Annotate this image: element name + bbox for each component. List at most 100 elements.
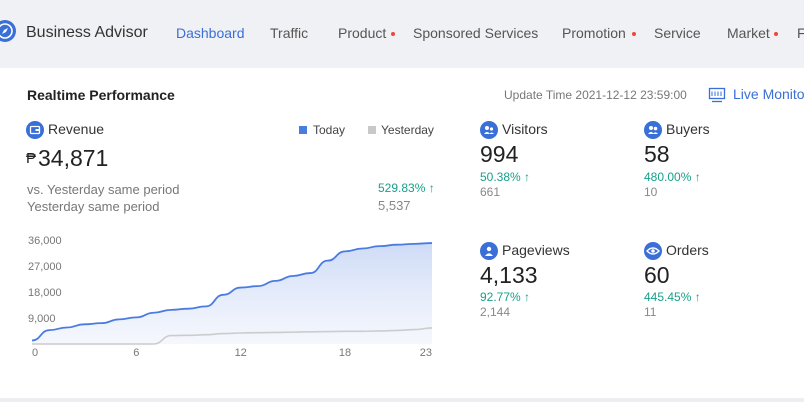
today-data-point[interactable] <box>308 271 312 275</box>
legend-yesterday-swatch <box>368 126 376 134</box>
nav-alert-dot <box>632 32 636 36</box>
pageviews-change: 92.77% ↑ <box>480 290 531 304</box>
yesterday-data-point[interactable] <box>273 330 277 334</box>
visitors-icon <box>480 121 498 139</box>
x-tick-label: 6 <box>133 347 139 359</box>
today-data-point[interactable] <box>378 244 382 248</box>
today-data-point[interactable] <box>117 317 121 321</box>
yesterday-data-point[interactable] <box>152 342 156 346</box>
nav-item-promotion[interactable]: Promotion <box>562 25 626 41</box>
eye-icon <box>644 242 662 260</box>
revenue-change: 529.83% ↑ <box>378 181 435 195</box>
yesterday-data-point[interactable] <box>117 342 121 346</box>
yesterday-data-point[interactable] <box>326 330 330 334</box>
legend-today[interactable]: Today <box>313 123 346 137</box>
orders-change: 445.45% ↑ <box>644 290 701 304</box>
yesterday-data-point[interactable] <box>343 329 347 333</box>
yesterday-data-point[interactable] <box>360 329 364 333</box>
yesterday-same-period-label: Yesterday same period <box>27 199 160 214</box>
nav-alert-dot <box>774 32 778 36</box>
yesterday-data-point[interactable] <box>378 329 382 333</box>
yesterday-data-point[interactable] <box>204 333 208 337</box>
revenue-label: Revenue <box>48 121 105 137</box>
today-data-point[interactable] <box>65 326 69 330</box>
buyers-prev: 10 <box>644 185 658 199</box>
visitors-label: Visitors <box>502 121 548 137</box>
today-data-point[interactable] <box>273 279 277 283</box>
yesterday-data-point[interactable] <box>187 333 191 337</box>
today-data-point[interactable] <box>169 308 173 312</box>
nav-item-product[interactable]: Product <box>338 25 387 41</box>
live-monitor-link[interactable]: Live Monitor <box>733 86 804 102</box>
yesterday-data-point[interactable] <box>395 328 399 332</box>
x-tick-label: 0 <box>32 347 38 359</box>
yesterday-data-point[interactable] <box>413 328 417 332</box>
buyers-change: 480.00% ↑ <box>644 170 701 184</box>
revenue-chart: 9,000 18,000 27,000 36,000 0 6 12 18 23 <box>28 235 434 359</box>
yesterday-data-point[interactable] <box>30 342 34 346</box>
nav-item-service[interactable]: Service <box>654 25 701 41</box>
nav-item-traffic[interactable]: Traffic <box>270 25 309 41</box>
today-data-point[interactable] <box>30 339 34 343</box>
today-area <box>32 243 432 344</box>
today-data-point[interactable] <box>413 242 417 246</box>
yesterday-data-point[interactable] <box>82 342 86 346</box>
yesterday-data-point[interactable] <box>291 330 295 334</box>
today-data-point[interactable] <box>430 241 434 245</box>
section-title: Realtime Performance <box>27 87 175 103</box>
today-data-point[interactable] <box>82 322 86 326</box>
today-data-point[interactable] <box>360 246 364 250</box>
today-data-point[interactable] <box>204 304 208 308</box>
yesterday-data-point[interactable] <box>221 332 225 336</box>
yesterday-data-point[interactable] <box>134 342 138 346</box>
today-data-point[interactable] <box>343 249 347 253</box>
today-data-point[interactable] <box>100 321 104 325</box>
visitors-value: 994 <box>480 141 519 167</box>
yesterday-data-point[interactable] <box>47 342 51 346</box>
today-data-point[interactable] <box>326 259 330 263</box>
yesterday-data-point[interactable] <box>430 326 434 330</box>
yesterday-data-point[interactable] <box>65 342 69 346</box>
monitor-icon[interactable] <box>708 87 726 103</box>
today-data-point[interactable] <box>221 293 225 297</box>
today-data-point[interactable] <box>239 286 243 290</box>
top-nav-bar: Business Advisor Dashboard Traffic Product… <box>0 0 804 68</box>
orders-prev: 11 <box>644 305 657 319</box>
today-data-point[interactable] <box>134 315 138 319</box>
update-time: Update Time 2021-12-12 23:59:00 <box>504 88 687 102</box>
today-data-point[interactable] <box>395 243 399 247</box>
revenue-value: 34,871 <box>38 145 109 171</box>
nav-item-dashboard[interactable]: Dashboard <box>176 25 245 41</box>
yesterday-data-point[interactable] <box>100 342 104 346</box>
legend-yesterday[interactable]: Yesterday <box>381 123 434 137</box>
today-data-point[interactable] <box>256 284 260 288</box>
pageviews-icon <box>480 242 498 260</box>
buyers-value: 58 <box>644 141 670 167</box>
visitors-prev: 661 <box>480 185 501 199</box>
today-data-point[interactable] <box>291 274 295 278</box>
yesterday-data-point[interactable] <box>308 330 312 334</box>
divider <box>0 398 804 402</box>
yesterday-series-line <box>32 327 433 345</box>
nav-item-f[interactable]: F <box>797 25 804 41</box>
app-brand[interactable]: Business Advisor <box>26 24 148 41</box>
pageviews-prev: 2,144 <box>480 305 511 319</box>
orders-label: Orders <box>666 242 709 258</box>
compass-logo-icon[interactable] <box>0 20 16 42</box>
wallet-icon <box>26 121 44 139</box>
nav-item-sponsored-services[interactable]: Sponsored Services <box>413 25 539 41</box>
visitors-change: 50.38% ↑ <box>480 170 531 184</box>
nav-alert-dot <box>391 32 395 36</box>
y-tick-label: 36,000 <box>28 235 62 247</box>
today-data-point[interactable] <box>187 307 191 311</box>
yesterday-data-point[interactable] <box>239 331 243 335</box>
today-data-point[interactable] <box>152 311 156 315</box>
vs-yesterday-label: vs. Yesterday same period <box>27 182 180 197</box>
yesterday-data-point[interactable] <box>256 331 260 335</box>
x-tick-label: 18 <box>339 347 351 359</box>
buyers-label: Buyers <box>666 121 710 137</box>
nav-item-market[interactable]: Market <box>727 25 770 41</box>
yesterday-data-point[interactable] <box>169 334 173 338</box>
currency-symbol: ₱ <box>26 150 37 167</box>
today-data-point[interactable] <box>47 328 51 332</box>
